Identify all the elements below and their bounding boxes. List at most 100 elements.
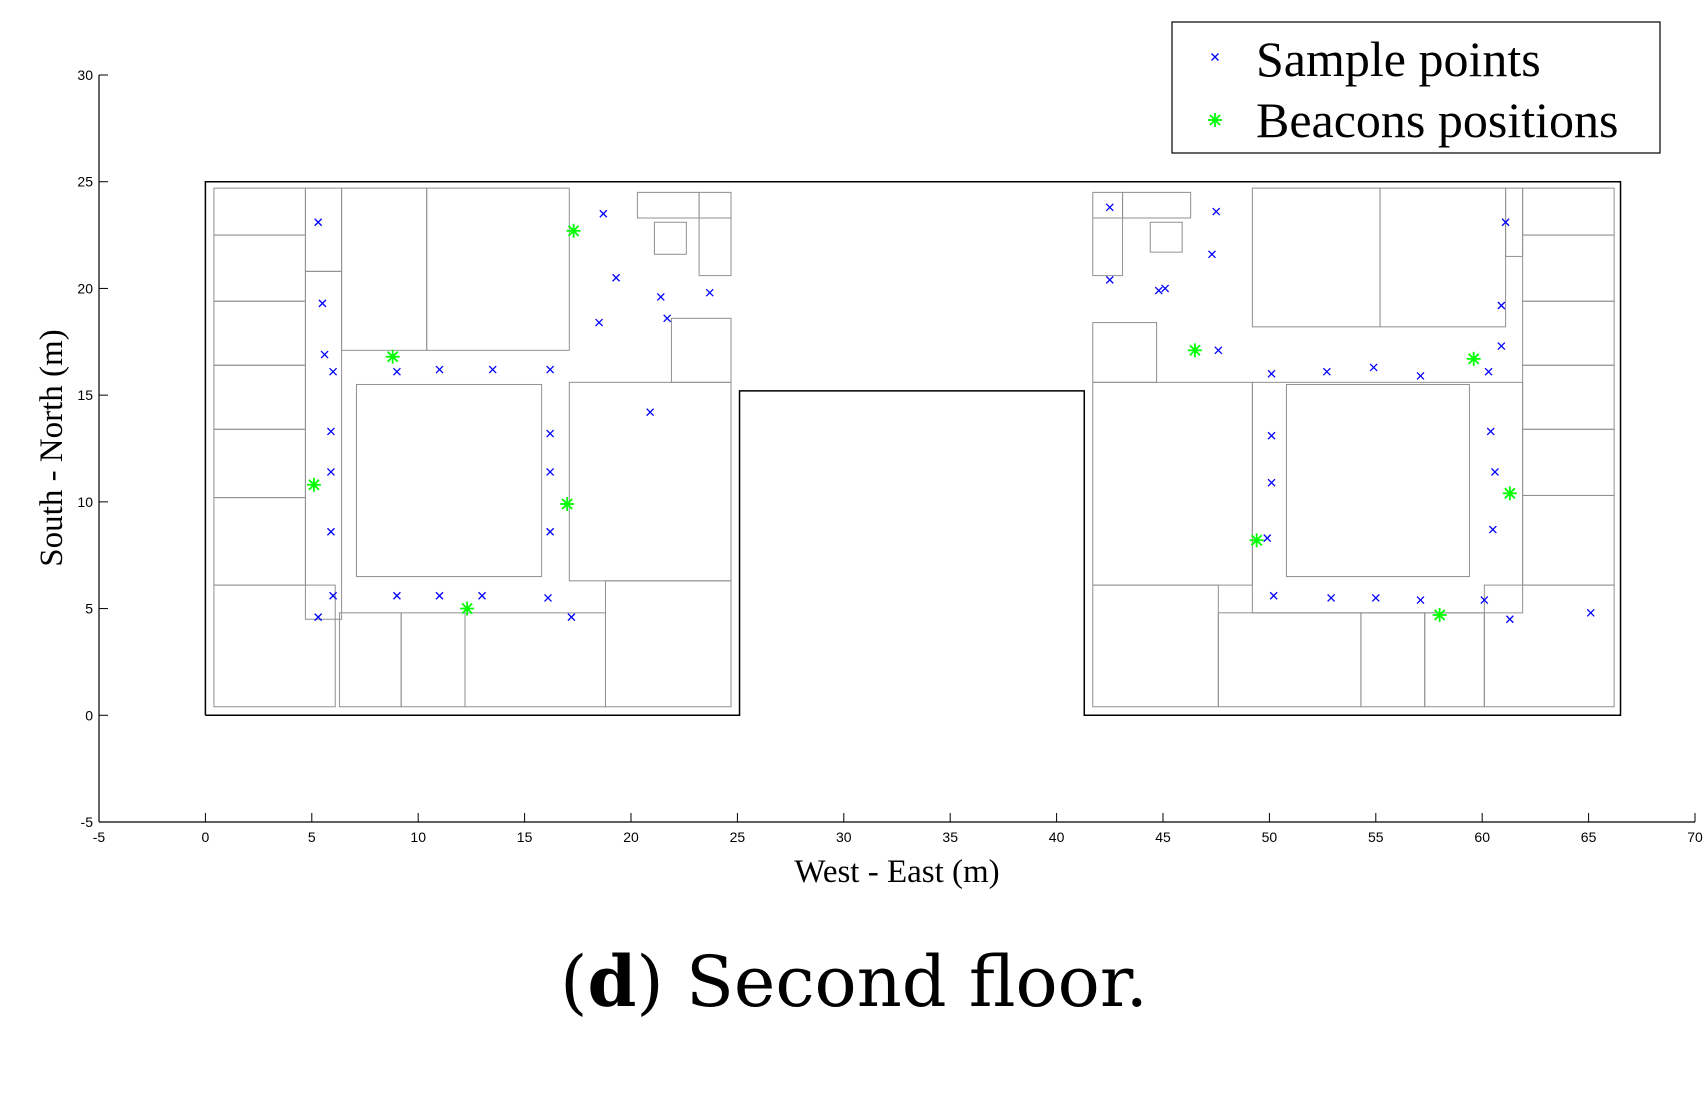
beacon-position-marker — [306, 477, 321, 492]
y-tick-label: 25 — [77, 174, 93, 190]
sample-point-marker — [646, 408, 655, 417]
sample-point-marker — [1369, 363, 1378, 372]
x-tick-label: 35 — [942, 829, 958, 845]
sample-point-marker — [392, 591, 401, 600]
beacon-position-marker — [566, 223, 581, 238]
sample-point-marker — [1327, 593, 1336, 602]
beacon-position-marker — [560, 496, 575, 511]
sample-point-marker — [599, 209, 608, 218]
sample-point-marker — [329, 591, 338, 600]
room-outline — [1092, 322, 1158, 383]
room-outline — [1149, 221, 1183, 253]
y-tick-label: 20 — [77, 280, 93, 296]
room-outline — [341, 187, 428, 351]
x-tick-label: 0 — [202, 829, 210, 845]
room-outline — [1522, 428, 1615, 496]
y-axis-label: South - North (m) — [34, 329, 70, 566]
legend-sample-points-icon — [1211, 53, 1219, 61]
legend-label-beacons-positions: Beacons positions — [1256, 92, 1618, 148]
room-outline — [213, 428, 306, 499]
room-outline — [213, 300, 306, 366]
sample-point-marker — [546, 527, 555, 536]
sample-point-marker — [1267, 369, 1276, 378]
sample-point-marker — [478, 591, 486, 600]
sample-point-marker — [314, 613, 323, 622]
legend-box — [1171, 21, 1661, 154]
axes: -5 0 5 10 15 20 25 30 35 40 45 50 55 60 65 70 -5 0 5 10 15 20… — [77, 67, 1703, 845]
beacon-position-marker — [1249, 533, 1264, 548]
sample-point-marker — [705, 288, 714, 297]
y-tick-label: 15 — [77, 387, 93, 403]
x-tick-label: 65 — [1581, 829, 1597, 845]
sample-point-marker — [546, 468, 555, 476]
sample-point-marker — [320, 350, 329, 359]
sample-point-marker — [1501, 218, 1510, 227]
sample-point-marker — [567, 613, 576, 622]
y-tick-label: 5 — [85, 601, 93, 617]
sample-point-marker — [1497, 342, 1506, 351]
x-tick-label: 10 — [410, 829, 426, 845]
beacon-position-marker — [385, 349, 400, 364]
y-tick-label: 0 — [85, 707, 93, 723]
x-tick-label: 5 — [308, 829, 316, 845]
beacon-position-marker — [1432, 607, 1447, 622]
sample-point-marker — [1497, 301, 1506, 310]
legend-label-sample-points: Sample points — [1256, 31, 1541, 87]
caption-text: Second floor. — [685, 941, 1148, 1023]
sample-point-marker — [1371, 593, 1380, 602]
room-outline — [213, 187, 306, 236]
room-outline — [1522, 234, 1615, 302]
room-outline — [1522, 364, 1615, 430]
room-outline — [400, 612, 466, 708]
room-outline — [213, 234, 306, 302]
floor-plan-chart: -5 0 5 10 15 20 25 30 35 40 45 50 55 60 65 70 -5 0 5 10 15 20… — [34, 21, 1703, 890]
sample-point-marker — [326, 468, 335, 476]
sample-point-marker — [435, 591, 444, 600]
sample-point-marker — [326, 427, 335, 436]
x-axis-label: West - East (m) — [794, 854, 999, 890]
building-outline — [204, 180, 1622, 717]
beacon-position-marker — [1466, 351, 1481, 366]
data-points — [306, 203, 1595, 624]
room-outline — [213, 497, 306, 586]
sample-point-marker — [1416, 596, 1425, 604]
sample-point-marker — [1263, 534, 1272, 543]
room-outline — [1522, 494, 1615, 586]
beacon-position-marker — [460, 601, 475, 616]
sample-point-marker — [1322, 367, 1331, 376]
room-outline — [1505, 187, 1524, 257]
sample-point-marker — [1214, 346, 1223, 355]
room-outline — [1483, 584, 1615, 708]
caption-label: d — [587, 940, 637, 1023]
sample-point-marker — [663, 314, 672, 323]
room-outline — [1522, 187, 1615, 236]
sample-point-marker — [1416, 371, 1425, 380]
sample-point-marker — [1480, 596, 1489, 604]
sample-point-marker — [329, 367, 338, 376]
x-tick-label: 60 — [1474, 829, 1490, 845]
y-tick-label: 30 — [77, 67, 93, 83]
sample-point-marker — [656, 293, 665, 301]
x-tick-label: 70 — [1687, 829, 1703, 845]
room-outline — [1522, 300, 1615, 366]
sample-point-marker — [435, 365, 444, 374]
y-tick-label: -5 — [81, 814, 94, 830]
sample-point-marker — [1267, 431, 1276, 440]
sample-point-marker — [546, 429, 555, 438]
beacon-position-marker — [1502, 486, 1517, 501]
legend-marker-beacons-positions — [1208, 113, 1222, 127]
room-outline — [1092, 584, 1219, 708]
room-outline — [1360, 612, 1426, 708]
sample-point-marker — [1269, 591, 1278, 600]
room-outline — [304, 270, 343, 620]
x-tick-label: 45 — [1155, 829, 1171, 845]
room-outline — [338, 612, 402, 708]
room-outline — [213, 584, 336, 708]
sample-point-marker — [1486, 427, 1495, 436]
sample-point-marker — [1488, 525, 1497, 534]
x-tick-label: -5 — [93, 829, 106, 845]
sample-point-marker — [1105, 275, 1114, 284]
x-tick-label: 20 — [623, 829, 639, 845]
x-tick-label: 15 — [517, 829, 533, 845]
sample-point-marker — [1267, 478, 1276, 487]
